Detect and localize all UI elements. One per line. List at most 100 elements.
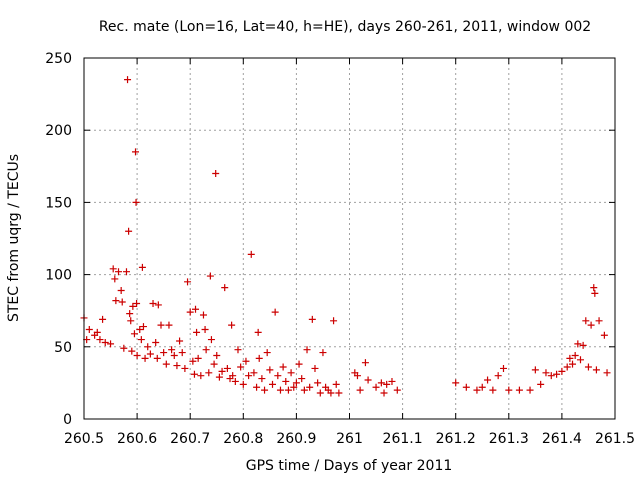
data-point xyxy=(250,369,258,377)
y-tick-labels: 0 50 100 150 200 250 xyxy=(45,51,72,428)
data-point xyxy=(154,301,162,309)
data-point xyxy=(157,321,165,329)
data-point xyxy=(282,377,290,385)
data-point xyxy=(579,341,587,349)
data-point xyxy=(356,386,364,394)
data-point xyxy=(332,380,340,388)
data-point xyxy=(303,346,311,354)
data-point xyxy=(364,376,372,384)
grid-lines xyxy=(84,58,615,419)
data-point xyxy=(173,362,181,370)
data-point xyxy=(137,336,145,344)
x-tick-label: 260.6 xyxy=(117,431,157,447)
x-tick-labels: 260.5 260.6 260.7 260.8 260.9 261 261.1 261.2 26… xyxy=(64,431,635,447)
x-axis-label: GPS time / Days of year 2011 xyxy=(246,458,453,474)
data-point xyxy=(380,389,388,397)
data-point xyxy=(85,325,93,333)
data-point xyxy=(308,315,316,323)
data-point xyxy=(141,354,149,362)
data-point xyxy=(112,297,120,305)
data-point xyxy=(162,360,170,368)
data-point xyxy=(292,379,300,387)
data-point xyxy=(566,354,574,362)
data-point xyxy=(393,386,401,394)
x-tick-label: 260.8 xyxy=(223,431,263,447)
data-point xyxy=(146,350,154,358)
data-point xyxy=(377,379,385,387)
x-tick-label: 260.7 xyxy=(170,431,210,447)
x-tick-label: 261.2 xyxy=(436,431,476,447)
data-point xyxy=(206,272,214,280)
data-point xyxy=(478,383,486,391)
data-point xyxy=(212,170,220,178)
data-point xyxy=(128,347,136,355)
data-point xyxy=(263,349,271,357)
data-point xyxy=(452,379,460,387)
data-point xyxy=(186,308,194,316)
data-point xyxy=(138,263,146,271)
data-point xyxy=(335,389,343,397)
data-point xyxy=(255,354,263,362)
data-point xyxy=(499,364,507,372)
x-tick-label: 261.4 xyxy=(542,431,582,447)
data-point xyxy=(101,338,109,346)
data-point xyxy=(245,372,253,380)
data-point xyxy=(284,386,292,394)
data-point xyxy=(330,317,338,325)
data-point xyxy=(290,383,298,391)
data-point xyxy=(189,357,197,365)
data-point xyxy=(237,363,245,371)
y-axis-label: STEC from uqrg / TECUs xyxy=(6,154,22,322)
data-point xyxy=(526,386,534,394)
data-point xyxy=(253,383,261,391)
plot-frame xyxy=(83,57,616,420)
data-point xyxy=(117,286,125,294)
data-point xyxy=(254,328,262,336)
data-point xyxy=(276,386,284,394)
data-point xyxy=(515,386,523,394)
data-point xyxy=(531,366,539,374)
data-point xyxy=(223,364,231,372)
data-point xyxy=(178,349,186,357)
data-point xyxy=(258,375,266,383)
y-tick-label: 200 xyxy=(45,123,72,139)
data-point xyxy=(193,328,201,336)
data-point xyxy=(563,363,571,371)
data-point xyxy=(231,377,239,385)
x-tick-label: 260.9 xyxy=(276,431,316,447)
data-point xyxy=(269,380,277,388)
data-point xyxy=(600,331,608,339)
data-point xyxy=(133,351,141,359)
data-point xyxy=(168,346,176,354)
data-point xyxy=(210,360,218,368)
data-point xyxy=(205,369,213,377)
data-point xyxy=(574,340,582,348)
data-point xyxy=(274,372,282,380)
data-point xyxy=(153,354,161,362)
chart-title: Rec. mate (Lon=16, Lat=40, h=HE), days 2… xyxy=(99,19,591,35)
data-point xyxy=(215,373,223,381)
data-point xyxy=(553,370,561,378)
data-point xyxy=(590,284,598,292)
data-point xyxy=(192,305,200,313)
data-point xyxy=(298,375,306,383)
data-point xyxy=(125,227,133,235)
data-point xyxy=(136,325,144,333)
data-point xyxy=(247,250,255,258)
data-point xyxy=(584,363,592,371)
data-point xyxy=(93,328,101,336)
data-point xyxy=(122,268,130,276)
data-point xyxy=(266,366,274,374)
data-point xyxy=(300,386,308,394)
data-point xyxy=(176,337,184,345)
data-point xyxy=(571,351,579,359)
data-point xyxy=(242,357,250,365)
data-point xyxy=(361,359,369,367)
data-point xyxy=(111,275,119,283)
data-point xyxy=(306,383,314,391)
data-point xyxy=(202,346,210,354)
y-tick-label: 100 xyxy=(45,268,72,284)
data-point xyxy=(576,356,584,364)
data-point xyxy=(489,386,497,394)
